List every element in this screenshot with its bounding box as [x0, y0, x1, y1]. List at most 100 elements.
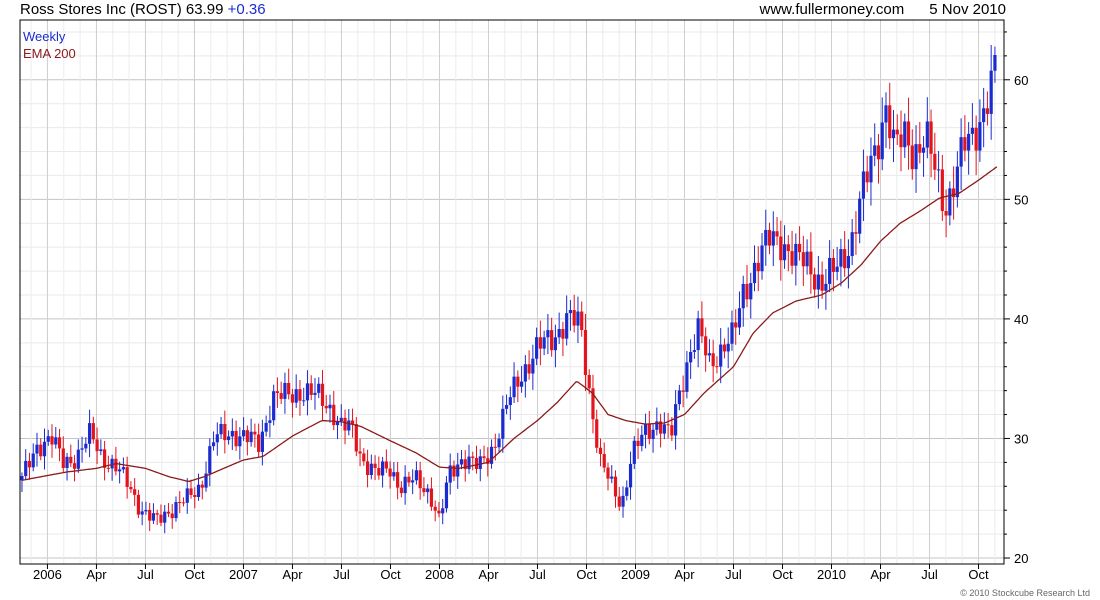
chart-date: 5 Nov 2010	[929, 1, 1006, 18]
x-axis-ticks: 2006 Apr Jul Oct 2007 Apr Jul Oct 2008 Apr Jul Oct 2…	[33, 564, 989, 582]
candle-body	[745, 283, 749, 300]
candle-body	[486, 458, 490, 464]
candle-body	[982, 108, 986, 123]
candle-body	[944, 211, 948, 216]
candle-body	[666, 424, 670, 426]
candle-body	[955, 166, 959, 198]
candle-body	[948, 188, 952, 216]
legend-ema-200: EMA 200	[23, 46, 76, 61]
candle-body	[467, 456, 471, 470]
last-price: 63.99	[185, 1, 224, 18]
candle-body	[809, 251, 813, 275]
candle-body	[200, 484, 204, 488]
candle-body	[365, 461, 370, 476]
candle-body	[215, 434, 219, 443]
candle-body	[204, 473, 208, 488]
candle-body	[196, 484, 201, 497]
candle-body	[726, 343, 730, 352]
candle-body	[869, 155, 873, 183]
candle-body	[508, 397, 512, 406]
candle-body	[643, 423, 648, 435]
candle-body	[489, 446, 494, 464]
candle-body	[737, 308, 742, 328]
candle-body	[426, 488, 430, 493]
candle-body	[940, 169, 944, 212]
candle-body	[39, 444, 43, 457]
candle-body	[260, 431, 264, 452]
candle-body	[61, 448, 65, 469]
candle-body	[441, 508, 445, 514]
candle-body	[677, 390, 681, 405]
candle-body	[767, 229, 772, 246]
candle-body	[242, 430, 246, 437]
candle-body	[230, 430, 234, 437]
candle-body	[459, 459, 464, 465]
candle-body	[583, 329, 588, 375]
candle-body	[72, 463, 77, 469]
candle-body	[598, 447, 603, 454]
ticker-name: Ross Stores Inc (ROST)	[20, 1, 182, 18]
candle-body	[114, 458, 118, 472]
candle-body	[553, 337, 558, 351]
x-tick-label: Jul	[725, 567, 742, 582]
candle-body	[99, 449, 103, 452]
candle-body	[711, 353, 715, 367]
candle-body	[110, 458, 114, 469]
candle-body	[628, 463, 633, 488]
candle-body	[456, 464, 460, 477]
site-link[interactable]: www.fullermoney.com	[759, 1, 905, 18]
candle-body	[550, 330, 554, 351]
candle-body	[106, 467, 110, 469]
candle-body	[170, 513, 174, 519]
candle-body	[707, 353, 712, 356]
candle-body	[264, 422, 268, 432]
x-tick-label: 2007	[229, 567, 258, 582]
x-tick-label: Oct	[968, 567, 989, 582]
candle-body	[429, 488, 434, 507]
candle-body	[42, 441, 47, 457]
candle-body	[538, 337, 542, 349]
candle-body	[854, 232, 858, 234]
x-tick-label: Oct	[380, 567, 401, 582]
candle-body	[576, 311, 580, 326]
candle-body	[478, 456, 482, 469]
candle-body	[655, 421, 659, 430]
x-tick-label: 2006	[33, 567, 62, 582]
candle-body	[238, 436, 242, 447]
x-tick-label: Apr	[282, 567, 303, 582]
candle-body	[580, 311, 584, 330]
candle-body	[211, 442, 216, 447]
candle-body	[463, 459, 467, 470]
candle-body	[452, 465, 456, 477]
candle-body	[613, 476, 618, 497]
candle-body	[831, 257, 835, 272]
candle-body	[835, 266, 839, 272]
candle-body	[839, 249, 843, 267]
candle-body	[87, 423, 92, 444]
candle-body	[471, 456, 475, 458]
candle-body	[245, 430, 249, 443]
candle-body	[377, 468, 381, 476]
candle-body	[151, 513, 156, 521]
candle-body	[561, 328, 565, 339]
candle-body	[625, 487, 629, 496]
header-right: www.fullermoney.com 5 Nov 2010	[759, 1, 1006, 18]
candle-body	[621, 495, 625, 507]
plot-frame	[19, 19, 1005, 565]
candle-body	[335, 420, 340, 426]
candle-body	[888, 105, 892, 139]
x-tick-label: 2008	[425, 567, 454, 582]
candle-body	[512, 376, 516, 398]
candle-body	[828, 257, 832, 284]
candle-body	[407, 476, 411, 483]
candle-body	[719, 344, 723, 367]
candle-body	[504, 405, 509, 409]
candle-body	[121, 467, 125, 470]
x-tick-label: Oct	[772, 567, 793, 582]
candle-body	[790, 251, 794, 266]
candle-body	[749, 283, 753, 300]
candle-body	[786, 244, 790, 252]
candle-body	[794, 243, 798, 266]
candle-body	[861, 171, 866, 199]
candle-body	[133, 489, 137, 495]
